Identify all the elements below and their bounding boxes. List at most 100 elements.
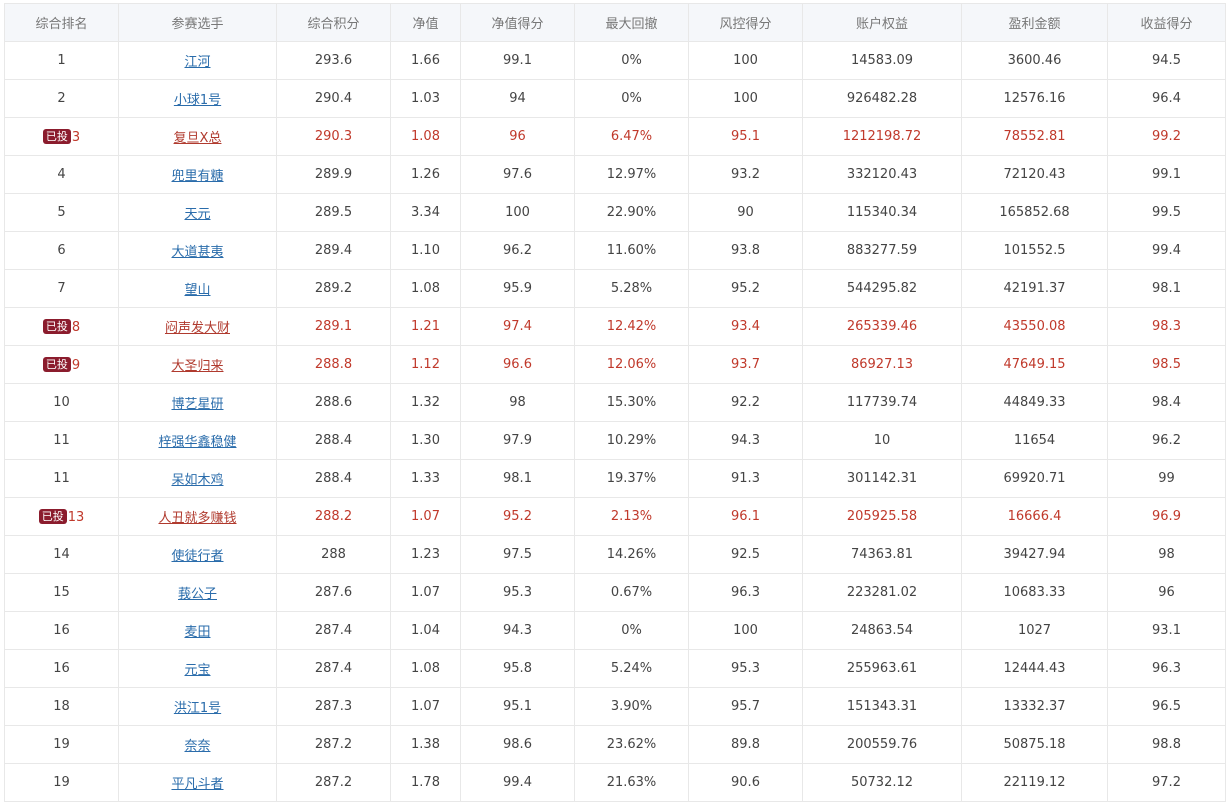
nav-score-cell: 96.6 [460, 345, 575, 384]
rank-value: 18 [53, 699, 70, 714]
player-link[interactable]: 小球1号 [173, 93, 222, 108]
equity-cell: 151343.31 [802, 687, 962, 726]
table-row: 11 呆如木鸡 288.4 1.33 98.1 19.37% 91.3 301142.31 69… [4, 459, 1226, 498]
score-cell: 290.3 [276, 117, 391, 156]
risk-score-cell: 95.3 [688, 649, 803, 688]
max-drawdown-cell: 22.90% [574, 193, 689, 232]
player-link[interactable]: 呆如木鸡 [171, 473, 224, 488]
table-row: 6 大道甚夷 289.4 1.10 96.2 11.60% 93.8 883277.59 101… [4, 231, 1226, 270]
score-cell: 287.3 [276, 687, 391, 726]
return-score-cell: 99.5 [1107, 193, 1226, 232]
return-score-cell: 98 [1107, 535, 1226, 574]
rank-cell: 7 [4, 269, 119, 308]
player-link[interactable]: 大道甚夷 [171, 245, 224, 260]
header-risk-score: 风控得分 [688, 3, 803, 42]
player-link[interactable]: 江河 [184, 55, 211, 70]
score-cell: 289.4 [276, 231, 391, 270]
risk-score-cell: 100 [688, 79, 803, 118]
profit-cell: 69920.71 [961, 459, 1108, 498]
score-cell: 287.4 [276, 611, 391, 650]
score-cell: 289.9 [276, 155, 391, 194]
profit-cell: 3600.46 [961, 41, 1108, 80]
player-cell: 梓强华鑫稳健 [118, 421, 277, 460]
risk-score-cell: 95.7 [688, 687, 803, 726]
player-link[interactable]: 平凡斗者 [171, 777, 224, 792]
table-row: 19 平凡斗者 287.2 1.78 99.4 21.63% 90.6 50732.12 221… [4, 763, 1226, 802]
player-link[interactable]: 天元 [184, 207, 211, 222]
player-link[interactable]: 莪公子 [177, 587, 217, 602]
rank-cell: 已投 8 [4, 307, 119, 346]
max-drawdown-cell: 19.37% [574, 459, 689, 498]
equity-cell: 200559.76 [802, 725, 962, 764]
risk-score-cell: 100 [688, 41, 803, 80]
player-link[interactable]: 兜里有糖 [171, 169, 224, 184]
risk-score-cell: 95.1 [688, 117, 803, 156]
max-drawdown-cell: 14.26% [574, 535, 689, 574]
rank-value: 4 [57, 167, 66, 182]
player-link[interactable]: 使徒行者 [171, 549, 224, 564]
nav-cell: 1.66 [390, 41, 461, 80]
profit-cell: 16666.4 [961, 497, 1108, 536]
player-link[interactable]: 奈奈 [184, 739, 211, 754]
risk-score-cell: 93.8 [688, 231, 803, 270]
header-return-score: 收益得分 [1107, 3, 1226, 42]
return-score-cell: 96.2 [1107, 421, 1226, 460]
table-row: 已投 9 大圣归来 288.8 1.12 96.6 12.06% 93.7 86927.13 47… [4, 345, 1226, 384]
return-score-cell: 99.2 [1107, 117, 1226, 156]
equity-cell: 14583.09 [802, 41, 962, 80]
nav-score-cell: 98.6 [460, 725, 575, 764]
max-drawdown-cell: 12.42% [574, 307, 689, 346]
nav-cell: 1.08 [390, 649, 461, 688]
player-cell: 人丑就多赚钱 [118, 497, 277, 536]
nav-score-cell: 96 [460, 117, 575, 156]
rank-cell: 16 [4, 649, 119, 688]
max-drawdown-cell: 5.24% [574, 649, 689, 688]
rank-value: 9 [71, 357, 81, 373]
player-link[interactable]: 元宝 [184, 663, 211, 678]
equity-cell: 86927.13 [802, 345, 962, 384]
player-link[interactable]: 梓强华鑫稳健 [158, 435, 237, 450]
player-link[interactable]: 博艺星研 [171, 397, 224, 412]
nav-score-cell: 97.9 [460, 421, 575, 460]
player-link[interactable]: 大圣归来 [171, 359, 224, 374]
table-body: 1 江河 293.6 1.66 99.1 0% 100 14583.09 3600.46 94.5… [4, 41, 1226, 802]
player-link[interactable]: 麦田 [184, 625, 211, 640]
score-cell: 287.2 [276, 725, 391, 764]
risk-score-cell: 100 [688, 611, 803, 650]
score-cell: 288.8 [276, 345, 391, 384]
rank-value: 3 [71, 129, 81, 145]
invested-badge: 已投 [38, 508, 67, 524]
player-link[interactable]: 闷声发大财 [164, 321, 230, 336]
return-score-cell: 96.3 [1107, 649, 1226, 688]
max-drawdown-cell: 15.30% [574, 383, 689, 422]
table-row: 2 小球1号 290.4 1.03 94 0% 100 926482.28 12576.16 96… [4, 79, 1226, 118]
player-cell: 使徒行者 [118, 535, 277, 574]
return-score-cell: 98.4 [1107, 383, 1226, 422]
nav-score-cell: 95.1 [460, 687, 575, 726]
risk-score-cell: 89.8 [688, 725, 803, 764]
rank-cell: 10 [4, 383, 119, 422]
max-drawdown-cell: 10.29% [574, 421, 689, 460]
max-drawdown-cell: 21.63% [574, 763, 689, 802]
max-drawdown-cell: 0% [574, 41, 689, 80]
max-drawdown-cell: 6.47% [574, 117, 689, 156]
profit-cell: 72120.43 [961, 155, 1108, 194]
player-cell: 大道甚夷 [118, 231, 277, 270]
rank-value: 14 [53, 547, 70, 562]
nav-cell: 1.23 [390, 535, 461, 574]
player-cell: 麦田 [118, 611, 277, 650]
player-link[interactable]: 人丑就多赚钱 [158, 511, 237, 526]
return-score-cell: 96.5 [1107, 687, 1226, 726]
nav-cell: 3.34 [390, 193, 461, 232]
player-link[interactable]: 复旦X总 [173, 131, 222, 146]
equity-cell: 50732.12 [802, 763, 962, 802]
rank-cell: 4 [4, 155, 119, 194]
player-link[interactable]: 洪江1号 [173, 701, 222, 716]
equity-cell: 883277.59 [802, 231, 962, 270]
risk-score-cell: 92.5 [688, 535, 803, 574]
player-link[interactable]: 望山 [184, 283, 211, 298]
nav-cell: 1.12 [390, 345, 461, 384]
player-cell: 元宝 [118, 649, 277, 688]
profit-cell: 165852.68 [961, 193, 1108, 232]
nav-score-cell: 95.3 [460, 573, 575, 612]
